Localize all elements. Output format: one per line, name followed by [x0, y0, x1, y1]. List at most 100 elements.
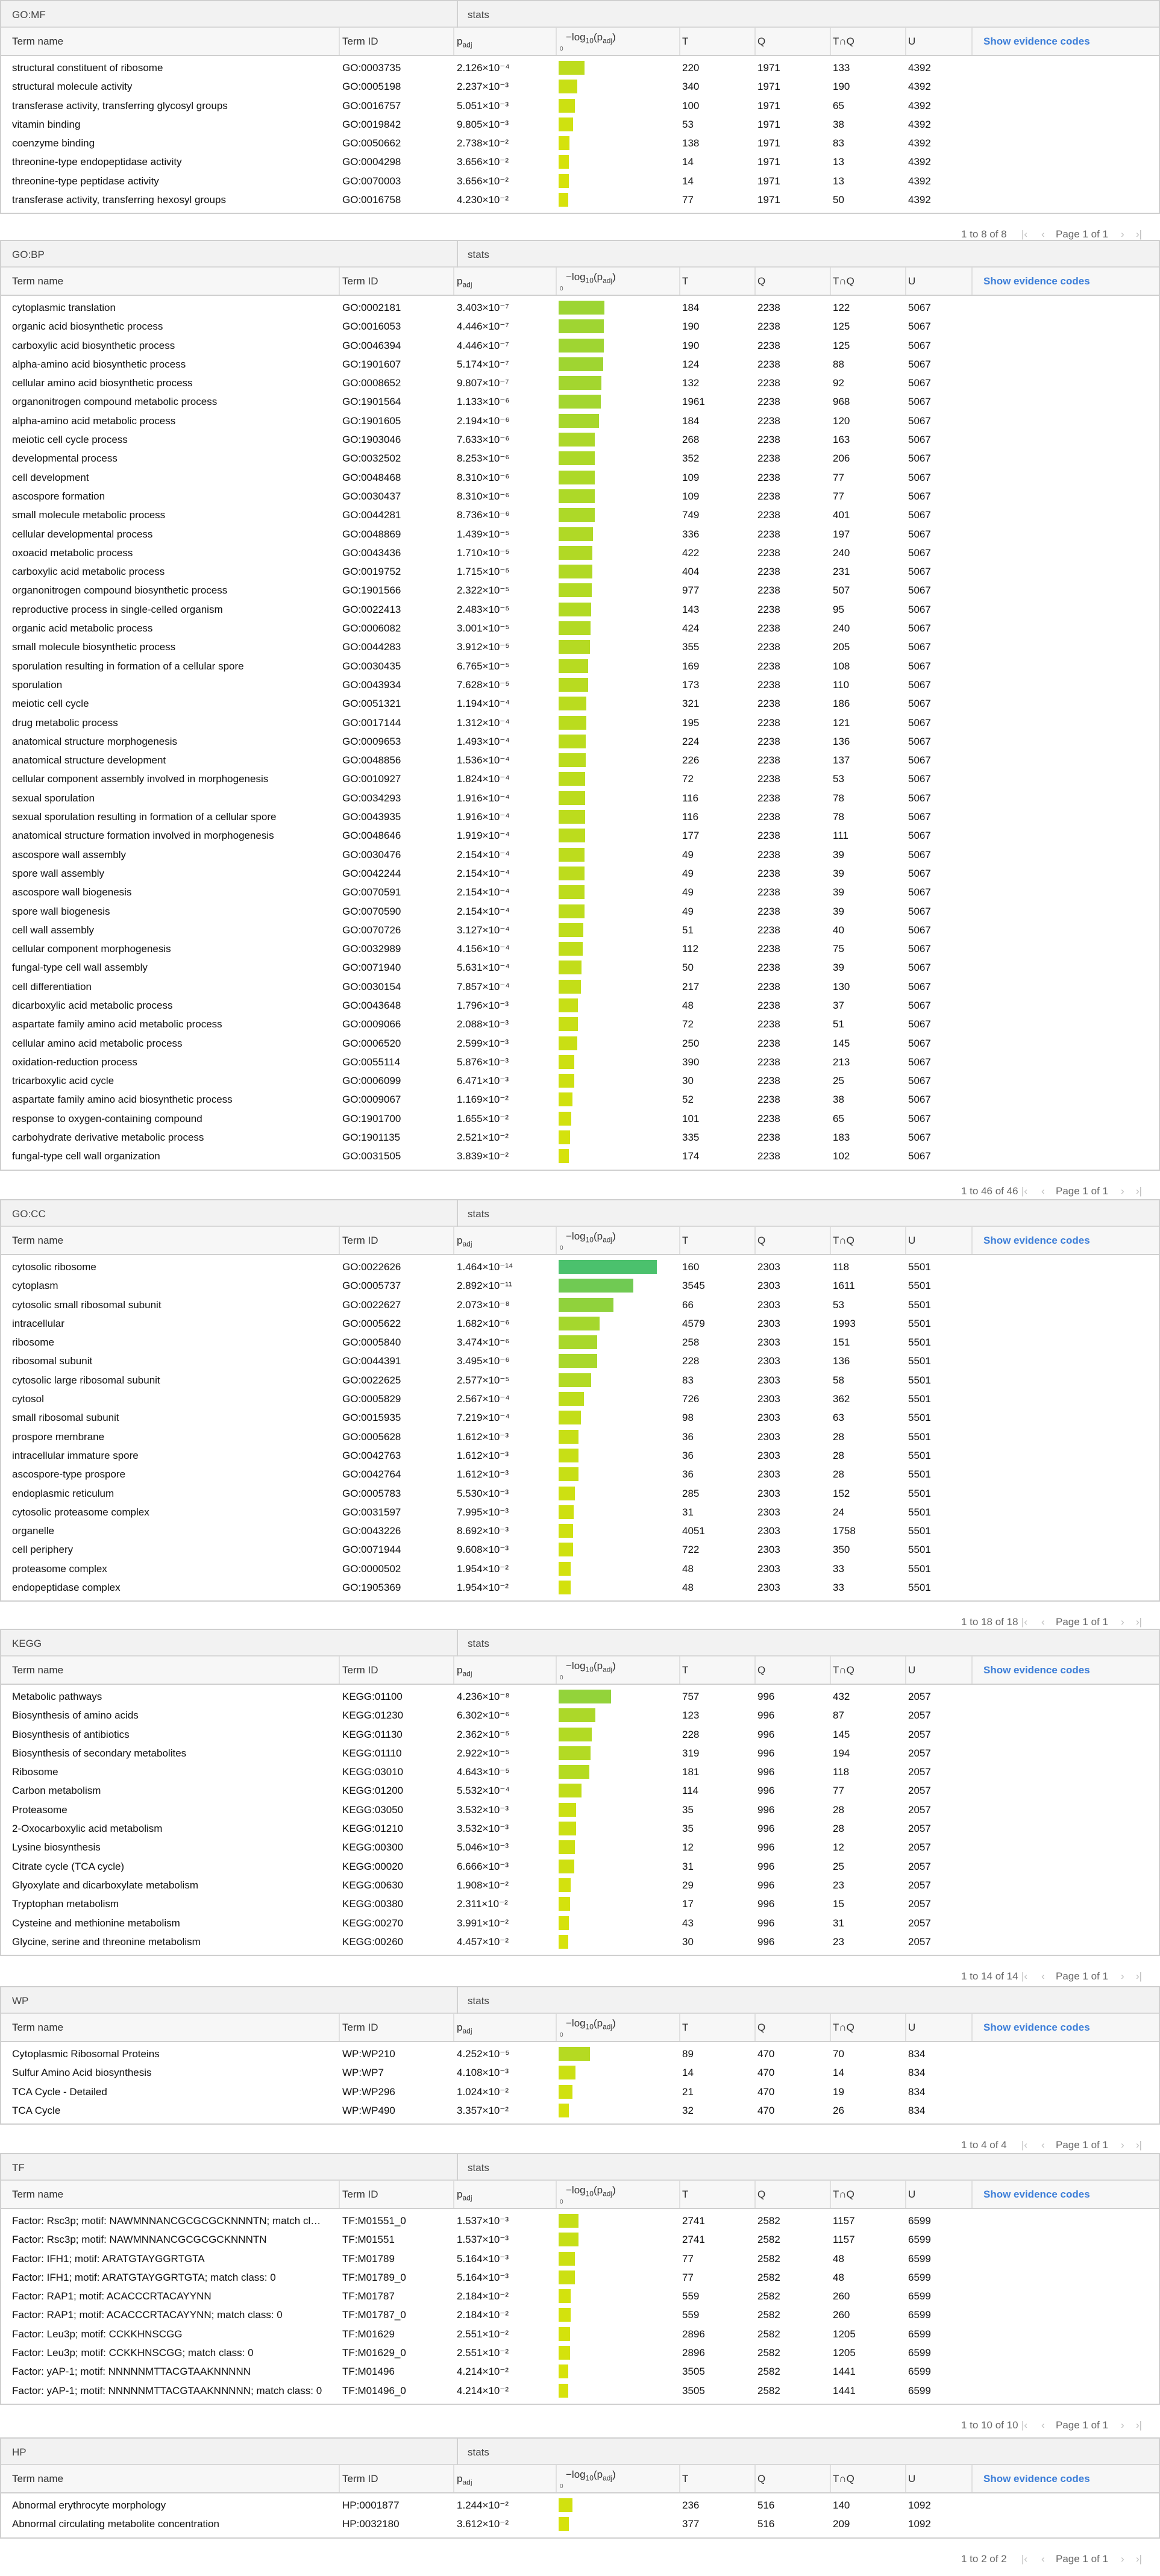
- table-row[interactable]: sexual sporulation GO:0034293 1.916×10⁻⁴ 11…: [1, 789, 1159, 807]
- last-page-icon[interactable]: ›|: [1136, 2552, 1143, 2565]
- table-row[interactable]: meiotic cell cycle process GO:1903046 7.63…: [1, 430, 1159, 449]
- table-row[interactable]: cytosolic small ribosomal subunit GO:0022…: [1, 1296, 1159, 1314]
- table-row[interactable]: threonine-type peptidase activity GO:0070…: [1, 172, 1159, 190]
- table-row[interactable]: anatomical structure morphogenesis GO:000…: [1, 732, 1159, 751]
- table-row[interactable]: small molecule biosynthetic process GO:00…: [1, 638, 1159, 656]
- column-u[interactable]: U: [908, 1664, 916, 1676]
- show-evidence-codes-button[interactable]: Show evidence codes: [983, 1664, 1090, 1676]
- column-term-id[interactable]: Term ID: [342, 2189, 378, 2200]
- column-neglog-padj[interactable]: −log10(padj): [566, 2184, 616, 2198]
- prev-page-icon[interactable]: ‹: [1041, 1970, 1045, 1982]
- table-row[interactable]: Abnormal circulating metabolite concentr…: [1, 2515, 1159, 2533]
- prev-page-icon[interactable]: ‹: [1041, 2419, 1045, 2431]
- column-t[interactable]: T: [682, 36, 689, 47]
- next-page-icon[interactable]: ›: [1121, 2552, 1124, 2565]
- table-row[interactable]: endoplasmic reticulum GO:0005783 5.530×10⁻…: [1, 1484, 1159, 1503]
- column-t-intersect-q[interactable]: T∩Q: [833, 275, 854, 287]
- table-row[interactable]: small molecule metabolic process GO:00442…: [1, 506, 1159, 524]
- table-row[interactable]: Biosynthesis of amino acids KEGG:01230 6.3…: [1, 1706, 1159, 1725]
- column-divider[interactable]: [556, 1227, 557, 1254]
- column-divider[interactable]: [556, 2181, 557, 2208]
- column-divider[interactable]: [453, 1656, 454, 1684]
- table-row[interactable]: Sulfur Amino Acid biosynthesis WP:WP7 4.10…: [1, 2063, 1159, 2082]
- table-row[interactable]: ascospore-type prospore GO:0042764 1.612×1…: [1, 1465, 1159, 1484]
- table-row[interactable]: anatomical structure formation involved …: [1, 826, 1159, 845]
- table-row[interactable]: Glycine, serine and threonine metabolism…: [1, 1932, 1159, 1951]
- column-u[interactable]: U: [908, 2189, 916, 2200]
- table-row[interactable]: TCA Cycle - Detailed WP:WP296 1.024×10⁻² 21…: [1, 2082, 1159, 2101]
- first-page-icon[interactable]: |‹: [1021, 1616, 1028, 1628]
- next-page-icon[interactable]: ›: [1121, 1970, 1124, 1982]
- column-divider[interactable]: [339, 268, 340, 295]
- column-divider[interactable]: [830, 1227, 831, 1254]
- table-row[interactable]: transferase activity, transferring glyco…: [1, 96, 1159, 115]
- table-row[interactable]: cellular developmental process GO:0048869…: [1, 525, 1159, 544]
- column-neglog-padj[interactable]: −log10(padj): [566, 1660, 616, 1674]
- column-divider[interactable]: [830, 28, 831, 55]
- column-t[interactable]: T: [682, 2473, 689, 2484]
- table-row[interactable]: oxidation-reduction process GO:0055114 5.8…: [1, 1053, 1159, 1071]
- table-row[interactable]: ascospore formation GO:0030437 8.310×10⁻⁶ 1…: [1, 487, 1159, 506]
- table-row[interactable]: spore wall assembly GO:0042244 2.154×10⁻⁴ 4…: [1, 864, 1159, 883]
- table-row[interactable]: Ribosome KEGG:03010 4.643×10⁻⁵ 181 996 118 205…: [1, 1763, 1159, 1781]
- column-divider[interactable]: [905, 2014, 906, 2041]
- table-row[interactable]: alpha-amino acid biosynthetic process GO:…: [1, 355, 1159, 374]
- table-row[interactable]: cellular component assembly involved in …: [1, 769, 1159, 788]
- column-neglog-padj[interactable]: −log10(padj): [566, 2469, 616, 2483]
- table-row[interactable]: organic acid biosynthetic process GO:0016…: [1, 317, 1159, 336]
- table-row[interactable]: cytosolic proteasome complex GO:0031597 7.…: [1, 1503, 1159, 1521]
- column-t[interactable]: T: [682, 275, 689, 287]
- table-row[interactable]: Cytoplasmic Ribosomal Proteins WP:WP210 4.…: [1, 2045, 1159, 2063]
- column-divider[interactable]: [453, 2181, 454, 2208]
- table-row[interactable]: Factor: Leu3p; motif: CCKKHNSCGG; match …: [1, 2343, 1159, 2362]
- column-t-intersect-q[interactable]: T∩Q: [833, 36, 854, 47]
- table-row[interactable]: oxoacid metabolic process GO:0043436 1.710…: [1, 544, 1159, 562]
- table-row[interactable]: proteasome complex GO:0000502 1.954×10⁻² 48…: [1, 1559, 1159, 1578]
- next-page-icon[interactable]: ›: [1121, 228, 1124, 240]
- column-term-name[interactable]: Term name: [12, 2189, 64, 2200]
- column-divider[interactable]: [453, 28, 454, 55]
- last-page-icon[interactable]: ›|: [1136, 1185, 1143, 1197]
- table-row[interactable]: carboxylic acid metabolic process GO:0019…: [1, 562, 1159, 581]
- show-evidence-codes-button[interactable]: Show evidence codes: [983, 36, 1090, 47]
- table-row[interactable]: carboxylic acid biosynthetic process GO:0…: [1, 336, 1159, 355]
- table-row[interactable]: reproductive process in single-celled or…: [1, 600, 1159, 619]
- prev-page-icon[interactable]: ‹: [1041, 2139, 1045, 2151]
- column-divider[interactable]: [754, 2181, 756, 2208]
- table-row[interactable]: cytoplasmic translation GO:0002181 3.403×1…: [1, 298, 1159, 317]
- column-neglog-padj[interactable]: −log10(padj): [566, 31, 616, 45]
- table-row[interactable]: Factor: IFH1; motif: ARATGTAYGGRTGTA TF:M…: [1, 2249, 1159, 2268]
- column-divider[interactable]: [971, 2465, 973, 2492]
- table-row[interactable]: Carbon metabolism KEGG:01200 5.532×10⁻⁴ 114…: [1, 1781, 1159, 1800]
- column-divider[interactable]: [754, 1227, 756, 1254]
- column-t-intersect-q[interactable]: T∩Q: [833, 2022, 854, 2033]
- column-t-intersect-q[interactable]: T∩Q: [833, 2189, 854, 2200]
- column-divider[interactable]: [339, 1227, 340, 1254]
- column-divider[interactable]: [754, 268, 756, 295]
- table-row[interactable]: developmental process GO:0032502 8.253×10⁻…: [1, 449, 1159, 468]
- column-term-name[interactable]: Term name: [12, 36, 64, 47]
- table-row[interactable]: sporulation resulting in formation of a …: [1, 657, 1159, 675]
- show-evidence-codes-button[interactable]: Show evidence codes: [983, 2189, 1090, 2200]
- column-divider[interactable]: [830, 268, 831, 295]
- table-row[interactable]: structural constituent of ribosome GO:000…: [1, 58, 1159, 77]
- table-row[interactable]: cell differentiation GO:0030154 7.857×10⁻⁴…: [1, 977, 1159, 996]
- table-row[interactable]: Lysine biosynthesis KEGG:00300 5.046×10⁻³ 1…: [1, 1838, 1159, 1857]
- column-padj[interactable]: padj: [457, 2022, 472, 2035]
- table-row[interactable]: spore wall biogenesis GO:0070590 2.154×10⁻…: [1, 902, 1159, 921]
- table-row[interactable]: Factor: RAP1; motif: ACACCCRTACAYYNN TF:M…: [1, 2287, 1159, 2305]
- last-page-icon[interactable]: ›|: [1136, 1616, 1143, 1628]
- column-neglog-padj[interactable]: −log10(padj): [566, 2017, 616, 2031]
- column-term-id[interactable]: Term ID: [342, 1664, 378, 1676]
- table-row[interactable]: ribosomal subunit GO:0044391 3.495×10⁻⁶ 228…: [1, 1352, 1159, 1370]
- table-row[interactable]: cellular amino acid biosynthetic process…: [1, 374, 1159, 392]
- column-divider[interactable]: [339, 28, 340, 55]
- table-row[interactable]: Glyoxylate and dicarboxylate metabolism K…: [1, 1876, 1159, 1894]
- show-evidence-codes-button[interactable]: Show evidence codes: [983, 1235, 1090, 1246]
- column-divider[interactable]: [556, 2465, 557, 2492]
- table-row[interactable]: cell periphery GO:0071944 9.608×10⁻³ 722 230…: [1, 1540, 1159, 1559]
- column-divider[interactable]: [830, 2014, 831, 2041]
- column-padj[interactable]: padj: [457, 2473, 472, 2487]
- column-divider[interactable]: [453, 2014, 454, 2041]
- column-divider[interactable]: [754, 2014, 756, 2041]
